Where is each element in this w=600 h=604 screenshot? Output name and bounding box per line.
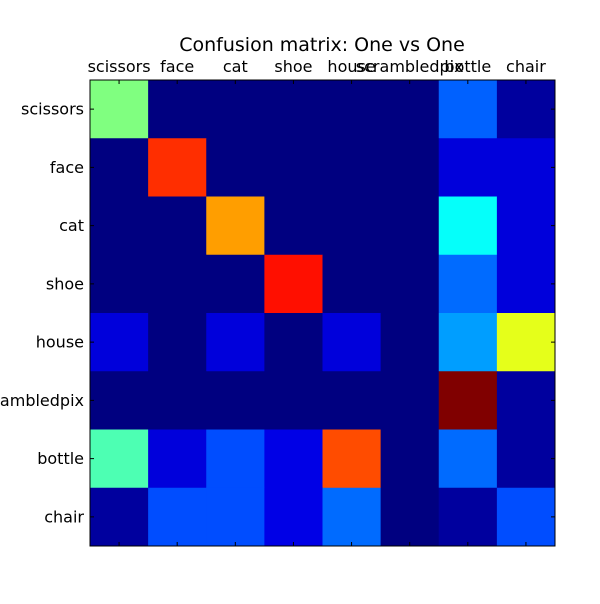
heatmap-cell	[148, 80, 207, 139]
heatmap-cell	[322, 313, 382, 372]
heatmap-cell	[322, 429, 382, 489]
heatmap-cell	[264, 313, 323, 372]
heatmap-cell	[90, 254, 149, 314]
heatmap-cell	[206, 313, 265, 372]
heatmap-cell	[496, 371, 556, 430]
heatmap-cell	[438, 254, 498, 314]
heatmap-cell	[380, 196, 440, 256]
heatmap-cell	[438, 80, 498, 139]
heatmap-cell	[90, 80, 149, 139]
heatmap-cell	[206, 196, 265, 256]
heatmap-cell	[148, 138, 207, 197]
heatmap-cell	[206, 138, 265, 197]
heatmap-cell	[148, 313, 207, 372]
heatmap-cells	[90, 80, 556, 547]
heatmap-cell	[90, 487, 149, 547]
heatmap-cell	[264, 80, 323, 139]
x-tick-label: shoe	[274, 57, 312, 76]
heatmap-cell	[438, 487, 498, 547]
x-tick-label: scrambledpix	[356, 57, 464, 76]
heatmap-cell	[438, 138, 498, 197]
heatmap-cell	[380, 371, 440, 430]
heatmap-cell	[90, 138, 149, 197]
heatmap-cell	[380, 138, 440, 197]
axis-ticks	[90, 80, 555, 546]
heatmap-cell	[438, 196, 498, 256]
heatmap-cell	[148, 254, 207, 314]
x-tick-label: bottle	[444, 57, 491, 76]
heatmap-cell	[380, 487, 440, 547]
heatmap-cell	[496, 429, 556, 489]
heatmap-cell	[438, 429, 498, 489]
heatmap-cell	[90, 371, 149, 430]
heatmap-cell	[90, 196, 149, 256]
y-tick-label: shoe	[46, 274, 84, 293]
heatmap-cell	[90, 429, 149, 489]
heatmap-cell	[264, 429, 323, 489]
heatmap-cell	[90, 313, 149, 372]
plot-frame	[89, 79, 556, 547]
chart-title: Confusion matrix: One vs One	[179, 34, 465, 56]
heatmap-cell	[206, 254, 265, 314]
heatmap-cell	[438, 371, 498, 430]
heatmap-cell	[264, 254, 323, 314]
heatmap-cell	[148, 371, 207, 430]
heatmap-cell	[322, 196, 382, 256]
heatmap-cell	[264, 196, 323, 256]
y-tick-label: scrambledpix	[0, 391, 84, 410]
heatmap-cell	[264, 138, 323, 197]
heatmap-cell	[322, 371, 382, 430]
heatmap-cell	[322, 80, 382, 139]
y-tick-label: cat	[59, 216, 84, 235]
y-tick-label: scissors	[21, 100, 84, 119]
x-tick-label: scissors	[88, 57, 151, 76]
heatmap-cell	[322, 487, 382, 547]
heatmap-cell	[148, 429, 207, 489]
heatmap-cell	[380, 254, 440, 314]
heatmap-cell	[264, 487, 323, 547]
x-tick-label: cat	[223, 57, 248, 76]
x-tick-label: house	[327, 57, 375, 76]
heatmap-cell	[148, 487, 207, 547]
y-tick-labels: scissors face cat shoe house scrambledpix bott…	[0, 100, 84, 527]
heatmap-cell	[496, 196, 556, 256]
heatmap-cell	[380, 313, 440, 372]
x-tick-label: chair	[506, 57, 546, 76]
y-tick-label: chair	[44, 507, 84, 526]
heatmap-cell	[148, 196, 207, 256]
heatmap-cell	[380, 80, 440, 139]
heatmap-cell	[206, 371, 265, 430]
heatmap-cell	[496, 313, 556, 372]
heatmap-cell	[206, 487, 265, 547]
heatmap-cell	[496, 80, 556, 139]
heatmap-cell	[322, 254, 382, 314]
heatmap-cell	[496, 138, 556, 197]
heatmap-cell	[380, 429, 440, 489]
heatmap-cell	[496, 487, 556, 547]
x-tick-label: face	[160, 57, 194, 76]
heatmap-cell	[206, 429, 265, 489]
heatmap-cell	[496, 254, 556, 314]
heatmap-cell	[322, 138, 382, 197]
heatmap-cell	[206, 80, 265, 139]
y-tick-label: face	[50, 158, 84, 177]
y-tick-label: bottle	[37, 449, 84, 468]
heatmap-cell	[438, 313, 498, 372]
y-tick-label: house	[36, 333, 84, 352]
heatmap-cell	[264, 371, 323, 430]
x-tick-labels: scissors face cat shoe housescrambledpixbott…	[88, 57, 547, 76]
